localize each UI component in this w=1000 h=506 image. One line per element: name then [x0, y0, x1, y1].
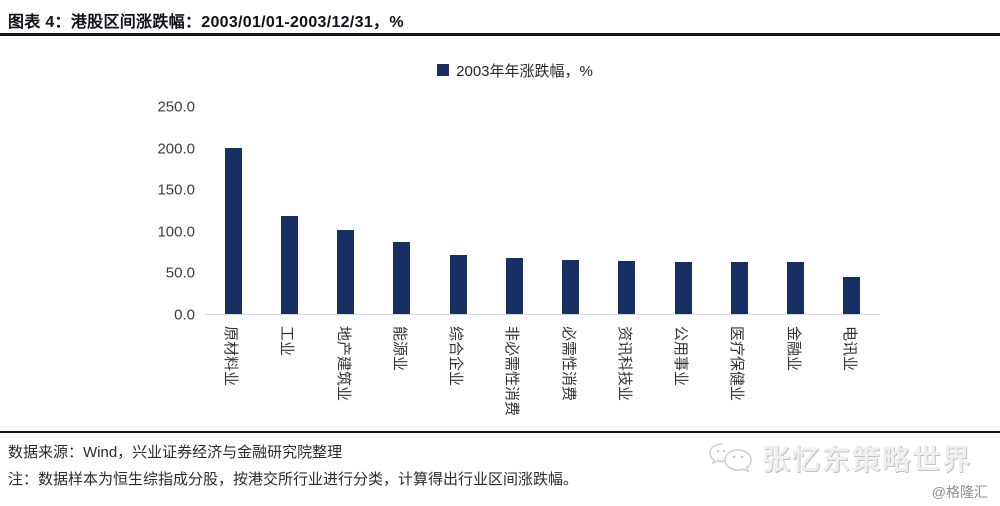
bar [674, 261, 692, 314]
category-label: 医疗保健业 [728, 326, 746, 402]
category-label: 能源业 [390, 326, 408, 372]
y-axis: 250.0 200.0 150.0 100.0 50.0 0.0 [120, 99, 195, 324]
category-label: 金融业 [784, 326, 802, 372]
note-text: 注：数据样本为恒生综指成分股，按港交所行业进行分类，计算得出行业区间涨跌幅。 [8, 471, 579, 488]
category-cell: 工业 [261, 321, 317, 435]
bar-column [261, 107, 317, 314]
bar-column [430, 107, 486, 314]
chart-title: 图表 4：港股区间涨跌幅：2003/01/01-2003/12/31，% [8, 14, 404, 31]
bar-column [486, 107, 542, 314]
bar [280, 215, 298, 314]
bar [393, 242, 411, 314]
category-label: 综合企业 [447, 326, 465, 387]
bar [562, 259, 580, 314]
bar [224, 148, 242, 314]
bar-column [318, 107, 374, 314]
bar-column [655, 107, 711, 314]
category-cell: 地产建筑业 [318, 321, 374, 435]
watermark-brand: 张忆东策略世界 [761, 444, 972, 475]
y-tick-label: 200.0 [157, 140, 195, 158]
y-tick-label: 0.0 [174, 306, 195, 324]
bar-column [711, 107, 767, 314]
chart-legend: 2003年年涨跌幅，% [145, 60, 885, 80]
bar [787, 262, 805, 314]
bar [730, 262, 748, 314]
category-label: 地产建筑业 [334, 326, 352, 402]
watermark-handle: @格隆汇 [931, 484, 988, 500]
category-label: 工业 [278, 326, 296, 357]
data-source-text: 数据来源：Wind，兴业证券经济与金融研究院整理 [8, 444, 343, 461]
watermark: 张忆东策略世界 [708, 438, 972, 478]
category-label: 资讯科技业 [615, 326, 633, 402]
category-cell: 原材料业 [205, 321, 261, 435]
bar-column [205, 107, 261, 314]
bar-column [768, 107, 824, 314]
y-tick-label: 150.0 [157, 181, 195, 199]
bar [618, 260, 636, 314]
category-cell: 综合企业 [430, 321, 486, 435]
category-cell: 医疗保健业 [711, 321, 767, 435]
category-cell: 电讯业 [824, 321, 880, 435]
category-label: 公用事业 [672, 326, 690, 387]
legend-swatch-icon [437, 64, 450, 76]
bar [505, 258, 523, 314]
bar-column [824, 107, 880, 314]
category-label: 必需性消费 [559, 326, 577, 402]
footer-divider [0, 431, 1000, 433]
category-cell: 资讯科技业 [599, 321, 655, 435]
y-tick-label: 100.0 [157, 223, 195, 241]
wechat-bubbles-icon [709, 443, 752, 473]
bar [449, 254, 467, 314]
title-divider [0, 33, 1000, 36]
y-tick-label: 50.0 [165, 264, 195, 282]
plot-area [205, 107, 880, 315]
category-label: 非必需性消费 [503, 326, 521, 417]
category-label: 原材料业 [222, 326, 240, 387]
category-cell: 能源业 [374, 321, 430, 435]
bar-column [599, 107, 655, 314]
category-cell: 非必需性消费 [486, 321, 542, 435]
bar-column [374, 107, 430, 314]
category-cell: 金融业 [768, 321, 824, 435]
bar [843, 277, 861, 314]
category-cell: 公用事业 [655, 321, 711, 435]
category-label: 电讯业 [840, 326, 858, 372]
category-cell: 必需性消费 [543, 321, 599, 435]
bar-column [543, 107, 599, 314]
y-tick-label: 250.0 [157, 98, 195, 116]
bar [337, 229, 355, 314]
legend-label: 2003年年涨跌幅，% [456, 62, 593, 80]
x-axis-labels: 原材料业 工业 地产建筑业 能源业 综合企业 非必需性消费 必需性消费 资讯科技业 公用事业 医疗… [205, 321, 880, 435]
